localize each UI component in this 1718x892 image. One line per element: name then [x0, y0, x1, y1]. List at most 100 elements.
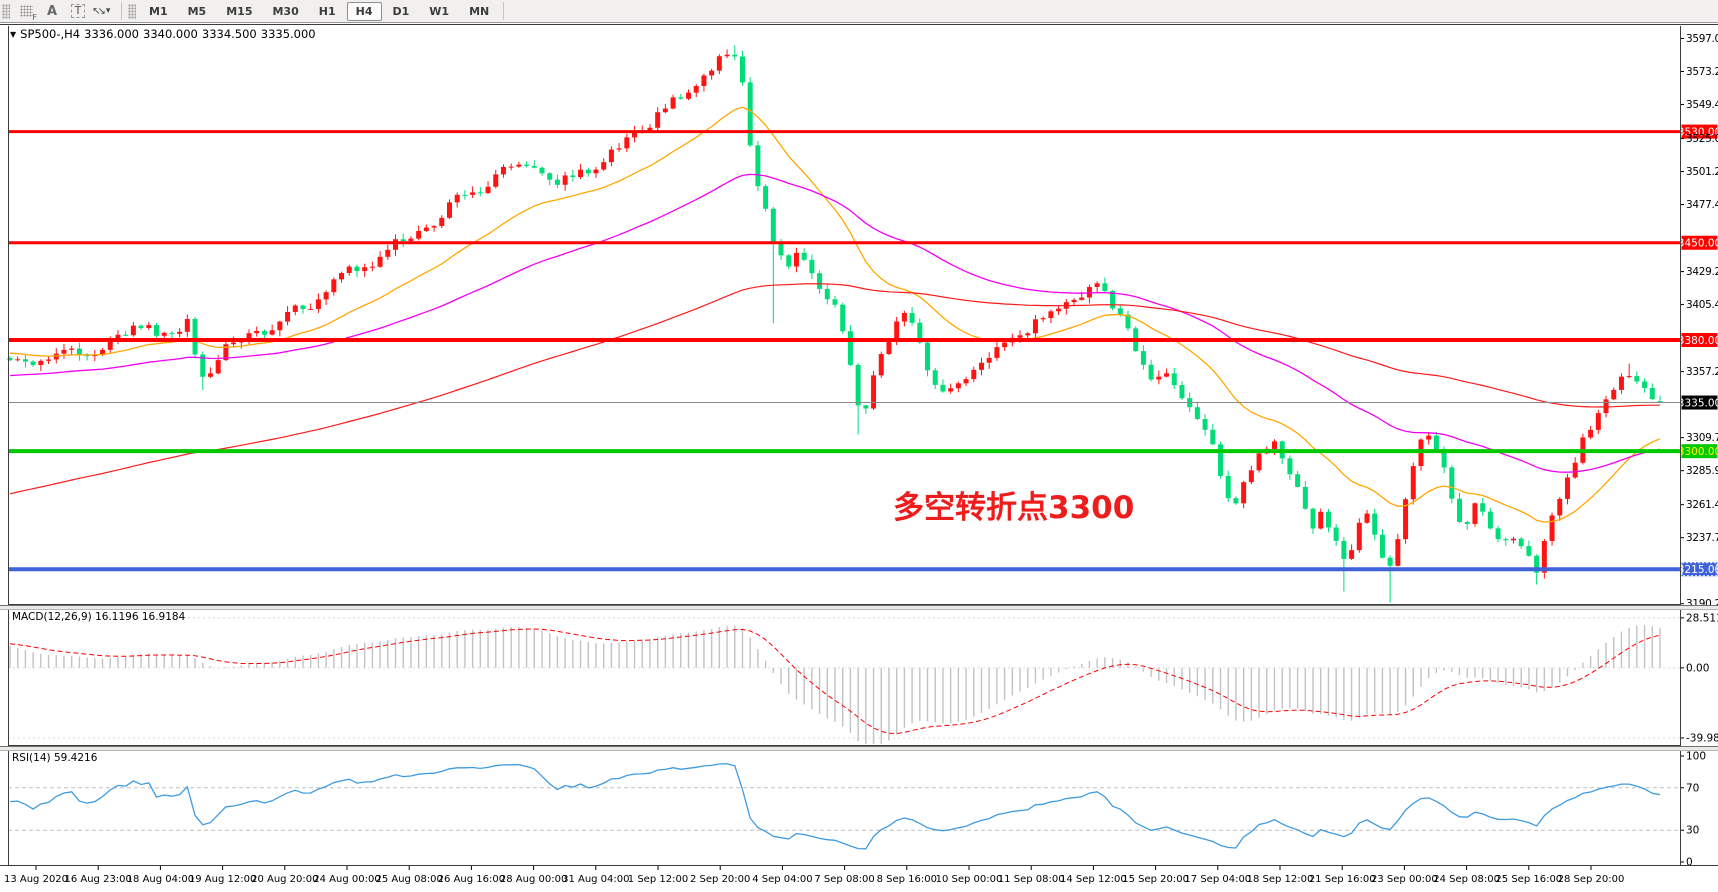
candle-body	[369, 266, 375, 268]
timeframe-d1-button[interactable]: D1	[384, 2, 419, 21]
text-box-icon[interactable]: T	[65, 1, 91, 22]
annotation-text[interactable]: 多空转折点3300	[893, 490, 1135, 526]
macd-panel: 28.5114 0.00 -39.9869	[8, 612, 1718, 744]
price-axis-label: 3597.00	[1686, 33, 1718, 45]
candle-body	[801, 252, 807, 260]
time-label: 1 Sep 12:00	[628, 874, 688, 885]
time-label: 23 Sep 00:00	[1371, 874, 1438, 885]
candle-body	[824, 288, 830, 300]
candle-body	[1156, 376, 1162, 380]
rsi-value: 59.4216	[53, 752, 98, 764]
timeframe-h1-button[interactable]: H1	[310, 2, 345, 21]
time-label: 18 Aug 04:00	[127, 874, 194, 885]
candle-body	[925, 342, 931, 371]
hline-3530.00-badge-label: 3530.00	[1678, 126, 1718, 138]
candle-body	[1194, 407, 1200, 419]
chart-title: ▼ SP500-,H4 3336.000 3340.000 3334.500 3335.0…	[10, 27, 320, 41]
candle-body	[1549, 515, 1555, 541]
price-axis-label: 3405.48	[1686, 299, 1718, 311]
quote-close: 3335.000	[260, 27, 316, 41]
candle-body	[693, 85, 699, 93]
candle-body	[786, 255, 792, 267]
candle-body	[1225, 475, 1231, 499]
hline-3215.00-badge-selection	[1681, 562, 1718, 577]
hline-3215.00-badge-label: 3215.00	[1678, 564, 1718, 576]
level-lines-layer[interactable]: 3530.00 3450.00 3380.00 3300.00 3215.00 3335.…	[8, 124, 1718, 577]
candle-body	[1526, 546, 1532, 556]
panel-splitter-rsi[interactable]	[0, 746, 1718, 751]
candle-body	[1588, 429, 1594, 438]
dropdown-caret-icon[interactable]: ▾	[105, 6, 111, 16]
ma-mid-magenta	[9, 173, 1661, 473]
candle-body	[161, 332, 167, 336]
collapse-triangle-icon[interactable]: ▼	[10, 30, 17, 39]
candle-body	[1457, 498, 1463, 522]
rsi-line	[9, 763, 1661, 850]
timeframe-m30-button[interactable]: M30	[263, 2, 307, 21]
candle-body	[339, 273, 345, 280]
time-label: 11 Sep 08:00	[998, 874, 1065, 885]
candle-body	[292, 305, 298, 312]
diagonal-arrows-icon[interactable]: ↖↘ ▾	[91, 1, 117, 22]
hline-3450.00-badge-label: 3450.00	[1678, 238, 1718, 250]
candle-body	[169, 332, 175, 334]
candle-body	[1117, 308, 1123, 315]
hline-3215.00-badge	[1681, 562, 1718, 577]
price-axis-label: 3309.72	[1686, 432, 1718, 444]
candle-body	[1086, 286, 1092, 298]
timeframe-w1-button[interactable]: W1	[420, 2, 458, 21]
candle-body	[493, 174, 499, 187]
macd-label: MACD(12,26,9) 16.1196 16.9184	[12, 611, 185, 623]
candle-body	[1395, 539, 1401, 566]
macd-value-main: 16.1196	[95, 611, 139, 623]
toolbar-grip[interactable]	[2, 3, 10, 19]
time-label: 24 Aug 00:00	[313, 874, 380, 885]
time-label: 2 Sep 20:00	[690, 874, 750, 885]
candle-body	[1025, 333, 1031, 336]
text-label-icon[interactable]: A	[46, 3, 58, 19]
price-axis-label: 3237.72	[1686, 532, 1718, 544]
candle-body	[562, 175, 568, 185]
candle-body	[516, 164, 522, 167]
candle-body	[46, 359, 52, 361]
candle-body	[1511, 538, 1517, 541]
rsi-axis-label: 30	[1686, 825, 1699, 837]
candle-body	[1364, 513, 1370, 523]
chart-area[interactable]: 3530.00 3450.00 3380.00 3300.00 3215.00 3335.…	[0, 23, 1718, 892]
candle-body	[593, 169, 599, 174]
panel-splitter-macd[interactable]	[0, 605, 1718, 610]
candle-body	[323, 292, 329, 300]
toolbar-grip-2[interactable]	[128, 3, 136, 19]
current-price-badge-label: 3335.00	[1678, 397, 1718, 409]
timeframe-m15-button[interactable]: M15	[217, 2, 261, 21]
candle-body	[585, 169, 591, 174]
timeframe-mn-button[interactable]: MN	[460, 2, 498, 21]
candle-body	[53, 353, 59, 360]
timeframe-h4-button[interactable]: H4	[346, 1, 382, 21]
candle-body	[686, 92, 692, 99]
candle-body	[1148, 364, 1154, 380]
candle-body	[1349, 550, 1355, 559]
macd-axis-label: 0.00	[1686, 662, 1709, 674]
grid-f-icon[interactable]: F	[13, 1, 39, 22]
candle-body	[616, 148, 622, 150]
candle-body	[1056, 308, 1062, 312]
hline-3530.00-badge	[1681, 124, 1718, 139]
candle-body	[770, 208, 776, 244]
macd-title: MACD(12,26,9)	[12, 611, 92, 623]
candle-body	[948, 388, 954, 392]
candle-body	[107, 341, 113, 350]
candle-body	[223, 344, 229, 361]
rsi-axis-label: 0	[1686, 857, 1693, 869]
candle-body	[1302, 486, 1308, 509]
candle-body	[1649, 387, 1655, 399]
candle-body	[1441, 449, 1447, 468]
timeframe-m5-button[interactable]: M5	[179, 2, 216, 21]
candle-body	[732, 54, 738, 57]
panel-borders	[0, 24, 1718, 866]
candle-body	[1040, 318, 1046, 320]
candle-body	[524, 164, 530, 167]
time-label: 14 Sep 12:00	[1060, 874, 1127, 885]
timeframe-m1-button[interactable]: M1	[140, 2, 177, 21]
